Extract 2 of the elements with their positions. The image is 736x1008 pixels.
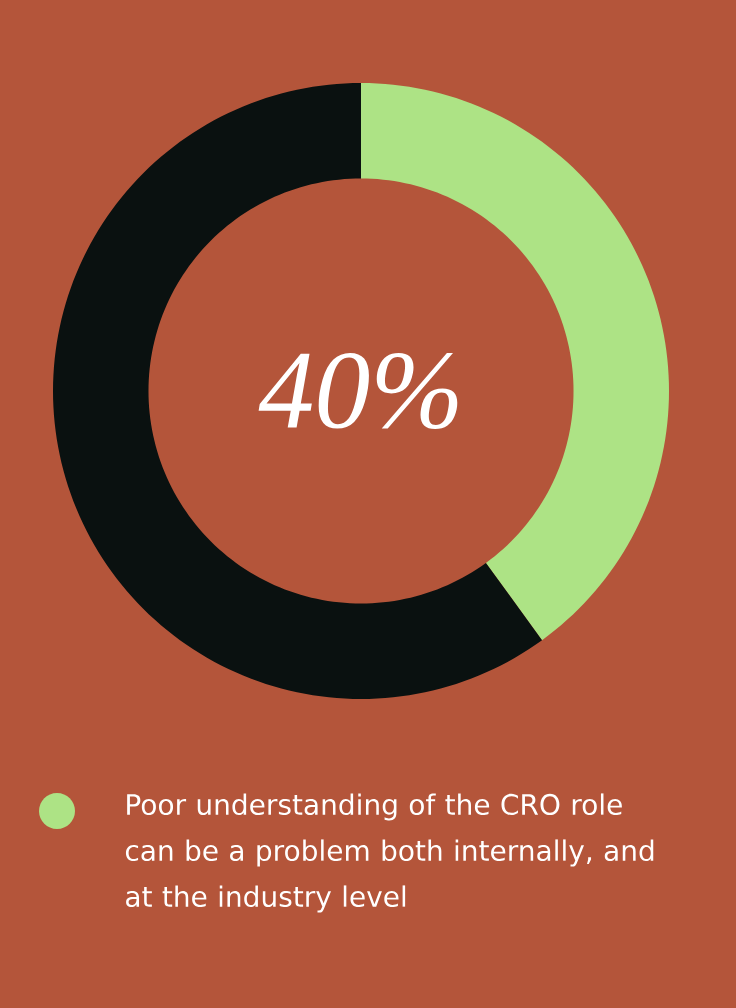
legend-label: Poor understanding of the CRO role can be a problem both internally, and at the industry level <box>125 793 654 913</box>
text: 40% <box>258 353 458 429</box>
